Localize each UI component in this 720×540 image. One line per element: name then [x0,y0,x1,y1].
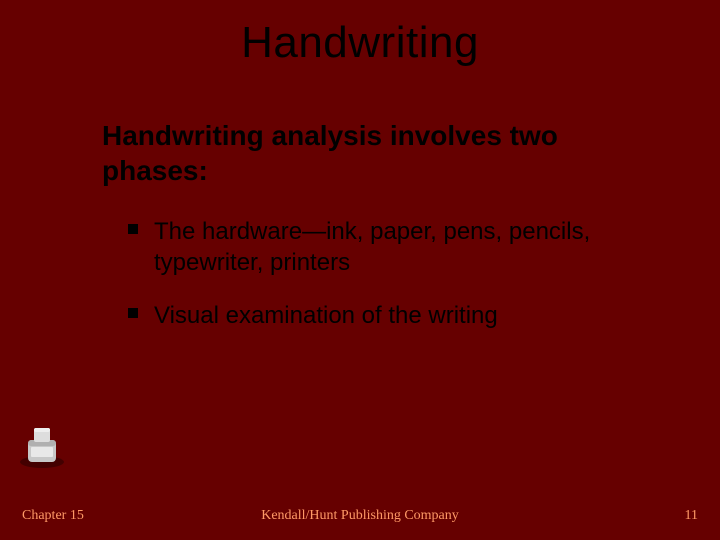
bullet-item: The hardware—ink, paper, pens, pencils, … [128,216,640,278]
bullet-list: The hardware—ink, paper, pens, pencils, … [128,216,640,332]
bullet-item: Visual examination of the writing [128,300,640,331]
footer-publisher: Kendall/Hunt Publishing Company [0,508,720,524]
slide-title: Handwriting [40,18,680,68]
ink-bottle-icon [14,410,74,470]
slide-subtitle: Handwriting analysis involves two phases… [102,118,640,188]
slide: Handwriting Handwriting analysis involve… [0,0,720,540]
footer-page-number: 11 [685,508,698,524]
